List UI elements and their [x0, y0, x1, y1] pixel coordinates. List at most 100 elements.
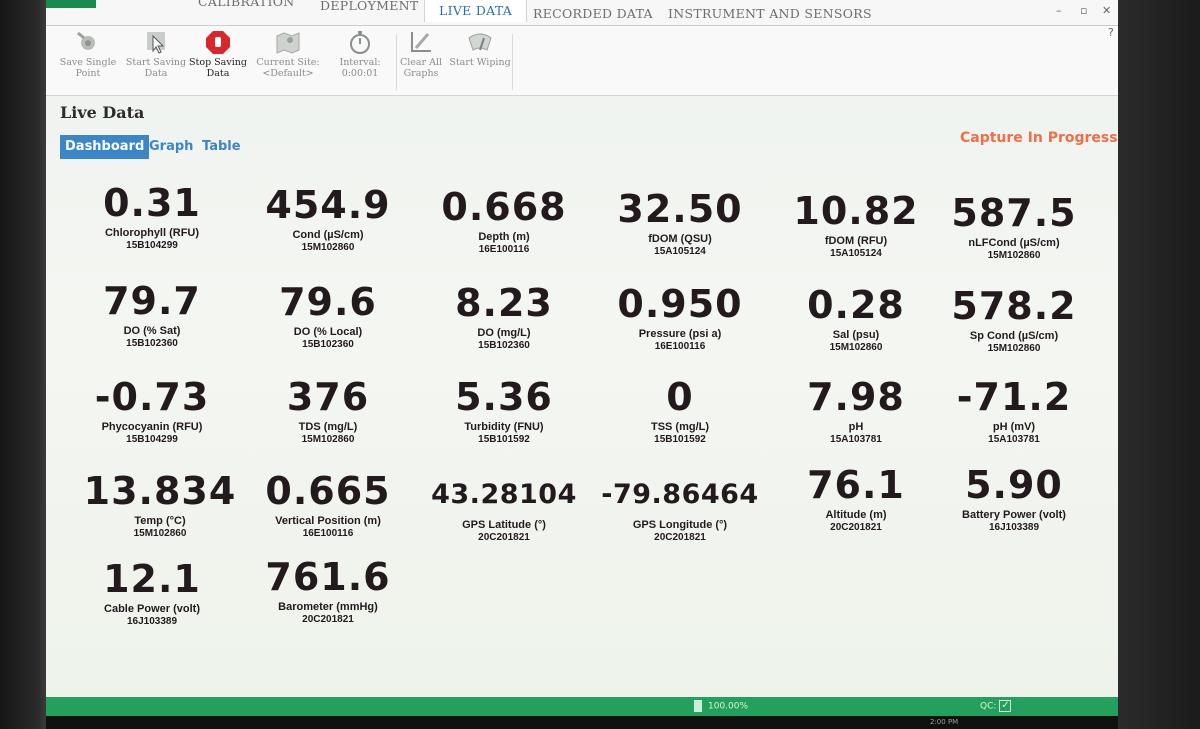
save-point-icon: [77, 31, 95, 50]
tile-serial: 15B104299: [126, 434, 178, 445]
tile-serial: 20C201821: [654, 532, 706, 543]
tile-gps-latitude[interactable]: 43.28104 GPS Latitude (°) 20C201821: [420, 473, 588, 544]
tile-serial: 20C201821: [478, 532, 530, 543]
tile-do-local[interactable]: 79.6 DO (% Local) 15B102360: [244, 280, 412, 351]
tile-value: 5.36: [455, 375, 553, 419]
interval-button[interactable]: Interval: 0:00:01: [324, 30, 396, 79]
tile-vertical-position[interactable]: 0.665 Vertical Position (m) 16E100116: [244, 469, 412, 540]
tile-label: pH: [848, 421, 864, 433]
start-saving-label: Start Saving Data: [125, 57, 187, 79]
stop-saving-label: Stop Saving Data: [189, 57, 247, 79]
tile-serial: 16E100116: [654, 341, 706, 352]
ribbon-toolbar: Save Single Point Start Saving Data Stop…: [46, 26, 1118, 96]
tile-label: Temp (°C): [134, 515, 186, 527]
qc-check-icon: ✓: [999, 700, 1012, 712]
current-site-button[interactable]: Current Site: <Default>: [252, 30, 324, 79]
tile-do-sat[interactable]: 79.7 DO (% Sat) 15B102360: [68, 279, 236, 350]
tile-label: Depth (m): [478, 231, 530, 243]
tile-value: 376: [286, 375, 370, 419]
tile-serial: 15B101592: [654, 434, 706, 445]
tile-value: 79.7: [103, 279, 201, 323]
tab-live-data[interactable]: LIVE DATA: [424, 0, 528, 22]
restore-icon[interactable]: ▫: [1080, 4, 1088, 17]
minimize-icon[interactable]: –: [1056, 4, 1062, 17]
tile-ph[interactable]: 7.98 pH 15A103781: [772, 375, 940, 446]
tab-calibration[interactable]: CALIBRATION: [198, 0, 295, 9]
tile-value: 32.50: [617, 187, 743, 231]
help-icon[interactable]: ?: [1108, 26, 1114, 39]
app-window: CALIBRATION DEPLOYMENT LIVE DATA RECORDE…: [46, 0, 1118, 716]
tile-cond[interactable]: 454.9 Cond (µS/cm) 15M102860: [244, 183, 412, 254]
tile-serial: 15M102860: [133, 528, 187, 539]
tile-serial: 15A105124: [830, 248, 882, 259]
ribbon-separator: [396, 34, 397, 90]
map-icon: [276, 32, 300, 54]
tile-value: 761.6: [265, 555, 391, 599]
tile-tss[interactable]: 0 TSS (mg/L) 15B101592: [596, 375, 764, 446]
current-site-value: <Default>: [262, 68, 314, 79]
tile-serial: 20C201821: [830, 522, 882, 533]
tile-value: 0.665: [265, 469, 391, 513]
tile-label: Sp Cond (µS/cm): [969, 330, 1059, 342]
tile-serial: 15M102860: [987, 343, 1041, 354]
start-saving-button[interactable]: Start Saving Data: [120, 30, 192, 79]
clear-graph-icon: [411, 32, 431, 52]
tab-dashboard[interactable]: Dashboard: [60, 135, 150, 159]
tile-ph-mv[interactable]: -71.2 pH (mV) 15A103781: [930, 375, 1098, 446]
tile-cable-power[interactable]: 12.1 Cable Power (volt) 16J103389: [68, 557, 236, 628]
tile-turbidity[interactable]: 5.36 Turbidity (FNU) 15B101592: [420, 375, 588, 446]
tile-serial: 15B104299: [126, 240, 178, 251]
tile-label: nLFCond (µS/cm): [968, 237, 1060, 249]
tile-serial: 15M102860: [301, 242, 355, 253]
tab-table[interactable]: Table: [202, 139, 241, 154]
tile-pressure[interactable]: 0.950 Pressure (psi a) 16E100116: [596, 282, 764, 353]
tile-fdom-rfu[interactable]: 10.82 fDOM (RFU) 15A105124: [772, 189, 940, 260]
tile-battery-power[interactable]: 5.90 Battery Power (volt) 16J103389: [930, 463, 1098, 534]
tile-chlorophyll[interactable]: 0.31 Chlorophyll (RFU) 15B104299: [68, 181, 236, 252]
tile-value: 0.668: [441, 185, 567, 229]
battery-level: 100.00%: [708, 701, 749, 712]
tile-label: fDOM (RFU): [824, 235, 888, 247]
tile-serial: 16J103389: [988, 522, 1040, 533]
tab-recorded-data[interactable]: RECORDED DATA: [533, 6, 653, 21]
tile-gps-longitude[interactable]: -79.86464 GPS Longitude (°) 20C201821: [596, 473, 764, 544]
monitor-bezel-right: [1118, 0, 1200, 729]
tile-serial: 15A103781: [830, 434, 882, 445]
tab-deployment[interactable]: DEPLOYMENT: [320, 0, 419, 13]
tile-do-mgl[interactable]: 8.23 DO (mg/L) 15B102360: [420, 281, 588, 352]
tile-label: Barometer (mmHg): [278, 601, 378, 613]
tile-salinity[interactable]: 0.28 Sal (psu) 15M102860: [772, 283, 940, 354]
tile-altitude[interactable]: 76.1 Altitude (m) 20C201821: [772, 463, 940, 534]
tile-label: Vertical Position (m): [275, 515, 381, 527]
tile-value: 8.23: [455, 281, 553, 325]
interval-label: Interval:: [339, 57, 381, 68]
stop-hand-icon: [206, 31, 230, 54]
tile-serial: 15B101592: [478, 434, 530, 445]
tile-value: -79.86464: [601, 479, 759, 510]
tile-temp[interactable]: 13.834 Temp (°C) 15M102860: [60, 469, 260, 540]
save-single-point-button[interactable]: Save Single Point: [52, 30, 124, 79]
monitor-bezel-left: [0, 0, 46, 729]
tile-value: 578.2: [951, 284, 1077, 328]
tab-graph[interactable]: Graph: [149, 139, 194, 154]
tile-label: Turbidity (FNU): [464, 421, 544, 433]
stop-saving-button[interactable]: Stop Saving Data: [182, 30, 254, 79]
tile-phycocyanin[interactable]: -0.73 Phycocyanin (RFU) 15B104299: [68, 375, 236, 446]
clear-all-graphs-button[interactable]: Clear All Graphs: [385, 30, 457, 79]
start-wiping-button[interactable]: Start Wiping: [444, 30, 516, 68]
tile-barometer[interactable]: 761.6 Barometer (mmHg) 20C201821: [244, 555, 412, 626]
file-tab[interactable]: [46, 0, 96, 8]
tab-instrument-and-sensors[interactable]: INSTRUMENT AND SENSORS: [668, 6, 872, 21]
tile-serial: 16E100116: [478, 244, 530, 255]
tile-label: DO (% Local): [293, 326, 363, 338]
tile-serial: 20C201821: [302, 614, 354, 625]
tile-depth[interactable]: 0.668 Depth (m) 16E100116: [420, 185, 588, 256]
tile-fdom-qsu[interactable]: 32.50 fDOM (QSU) 15A105124: [596, 187, 764, 258]
tile-tds[interactable]: 376 TDS (mg/L) 15M102860: [244, 375, 412, 446]
tile-value: 5.90: [965, 463, 1063, 507]
tile-sp-cond[interactable]: 578.2 Sp Cond (µS/cm) 15M102860: [930, 284, 1098, 355]
qc-status[interactable]: QC: ✓: [980, 700, 1012, 714]
tile-nlfcond[interactable]: 587.5 nLFCond (µS/cm) 15M102860: [930, 191, 1098, 262]
tile-label: GPS Longitude (°): [632, 519, 728, 531]
close-icon[interactable]: ✕: [1102, 4, 1112, 17]
